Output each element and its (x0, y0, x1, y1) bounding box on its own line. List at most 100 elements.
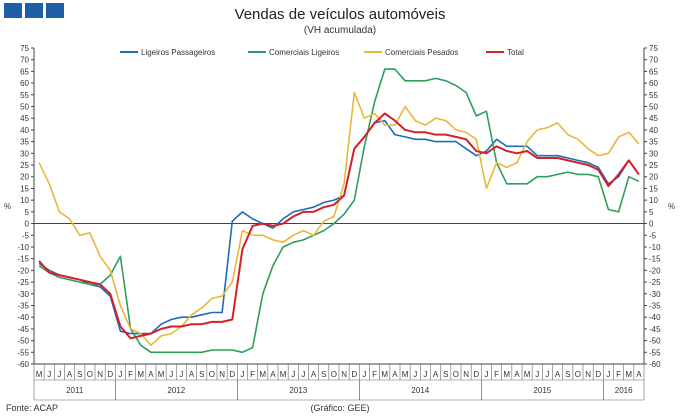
y-tick-label-left: 45 (20, 114, 29, 123)
y-tick-label-right: 45 (649, 114, 658, 123)
x-tick-label: M (625, 370, 632, 379)
y-tick-label-right: -40 (649, 313, 661, 322)
x-tick-label: A (67, 370, 73, 379)
y-axis-right-label: % (668, 202, 676, 211)
x-tick-label: A (514, 370, 520, 379)
legend-label: Comerciais Ligeiros (269, 48, 339, 57)
x-tick-label: S (321, 370, 326, 379)
y-tick-label-right: 0 (649, 220, 654, 229)
y-tick-label-right: -5 (649, 231, 657, 240)
x-tick-label: N (219, 370, 225, 379)
x-tick-label: J (301, 370, 305, 379)
x-tick-label: J (169, 370, 173, 379)
y-tick-label-left: -20 (17, 266, 29, 275)
x-tick-label: A (433, 370, 439, 379)
y-tick-label-left: 20 (20, 173, 29, 182)
y-tick-label-right: -15 (649, 255, 661, 264)
y-tick-label-left: 0 (25, 220, 30, 229)
y-tick-label-right: 15 (649, 184, 658, 193)
legend-label: Ligeiros Passageiros (141, 48, 215, 57)
y-tick-label-left: 35 (20, 138, 29, 147)
x-tick-label: M (503, 370, 510, 379)
x-tick-label: A (189, 370, 195, 379)
x-tick-label: J (291, 370, 295, 379)
logo-square (4, 3, 22, 18)
y-tick-label-right: 5 (649, 208, 654, 217)
y-tick-label-right: 20 (649, 173, 658, 182)
x-tick-label: F (128, 370, 133, 379)
x-tick-label: A (311, 370, 317, 379)
chart-title: Vendas de veículos automóveis (234, 6, 446, 23)
x-tick-label: N (341, 370, 347, 379)
y-tick-label-left: -10 (17, 243, 29, 252)
year-label: 2014 (411, 386, 429, 395)
y-tick-label-right: -35 (649, 301, 661, 310)
y-tick-label-right: 30 (649, 149, 658, 158)
x-tick-label: N (97, 370, 103, 379)
x-tick-label: F (250, 370, 255, 379)
x-tick-label: A (148, 370, 154, 379)
y-tick-label-left: 60 (20, 79, 29, 88)
x-tick-label: S (77, 370, 82, 379)
y-tick-label-right: 40 (649, 126, 658, 135)
x-tick-label: A (636, 370, 642, 379)
x-tick-label: J (606, 370, 610, 379)
x-tick-label: O (209, 370, 215, 379)
y-tick-label-left: -30 (17, 290, 29, 299)
year-label: 2012 (167, 386, 185, 395)
y-tick-label-left: 65 (20, 67, 29, 76)
x-tick-label: F (494, 370, 499, 379)
x-tick-label: J (545, 370, 549, 379)
y-tick-label-right: 65 (649, 67, 658, 76)
x-tick-label: F (372, 370, 377, 379)
y-tick-label-left: 55 (20, 91, 29, 100)
y-tick-label-right: -60 (649, 360, 661, 369)
x-tick-label: J (362, 370, 366, 379)
y-tick-label-left: -35 (17, 301, 29, 310)
x-tick-label: J (179, 370, 183, 379)
y-tick-label-left: 10 (20, 196, 29, 205)
x-tick-label: M (259, 370, 266, 379)
x-tick-label: M (402, 370, 409, 379)
y-tick-label-left: -15 (17, 255, 29, 264)
x-tick-label: M (36, 370, 43, 379)
y-tick-label-right: 50 (649, 103, 658, 112)
x-tick-label: J (484, 370, 488, 379)
y-tick-label-left: 40 (20, 126, 29, 135)
y-tick-label-left: 25 (20, 161, 29, 170)
legend-label: Total (507, 48, 524, 57)
x-tick-label: D (229, 370, 235, 379)
year-label: 2013 (289, 386, 307, 395)
y-tick-label-right: -45 (649, 325, 661, 334)
x-tick-label: N (463, 370, 469, 379)
source-note: Fonte: ACAP (6, 403, 59, 413)
series-line (38, 112, 640, 340)
legend-label: Comerciais Pesados (385, 48, 458, 57)
logo-square (46, 3, 64, 18)
y-tick-label-left: 50 (20, 103, 29, 112)
x-tick-label: D (595, 370, 601, 379)
y-tick-label-left: 70 (20, 56, 29, 65)
x-tick-label: D (107, 370, 113, 379)
x-tick-label: J (57, 370, 61, 379)
year-label: 2011 (66, 386, 84, 395)
y-tick-label-left: -45 (17, 325, 29, 334)
series-line (38, 68, 640, 354)
y-tick-label-left: 75 (20, 44, 29, 53)
y-tick-label-right: -55 (649, 348, 661, 357)
x-tick-label: M (524, 370, 531, 379)
x-tick-label: J (413, 370, 417, 379)
x-tick-label: S (443, 370, 448, 379)
x-tick-label: M (280, 370, 287, 379)
y-tick-label-right: 55 (649, 91, 658, 100)
y-tick-label-right: -30 (649, 290, 661, 299)
y-tick-label-left: -5 (22, 231, 30, 240)
x-tick-label: O (331, 370, 337, 379)
x-tick-label: D (473, 370, 479, 379)
x-tick-label: M (137, 370, 144, 379)
x-tick-label: S (199, 370, 204, 379)
y-tick-label-right: 35 (649, 138, 658, 147)
y-axis-left-label: % (4, 202, 12, 211)
y-tick-label-left: 30 (20, 149, 29, 158)
x-tick-label: D (351, 370, 357, 379)
